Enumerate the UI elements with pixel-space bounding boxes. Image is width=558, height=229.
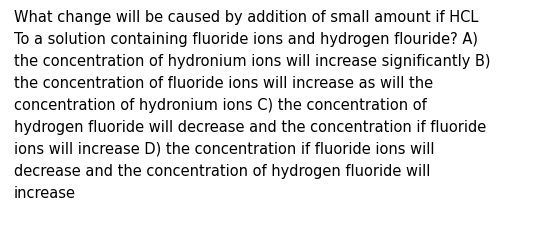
Text: What change will be caused by addition of small amount if HCL: What change will be caused by addition o… (14, 10, 478, 25)
Text: decrease and the concentration of hydrogen fluoride will: decrease and the concentration of hydrog… (14, 163, 430, 178)
Text: the concentration of hydronium ions will increase significantly B): the concentration of hydronium ions will… (14, 54, 490, 69)
Text: To a solution containing fluoride ions and hydrogen flouride? A): To a solution containing fluoride ions a… (14, 32, 478, 47)
Text: hydrogen fluoride will decrease and the concentration if fluoride: hydrogen fluoride will decrease and the … (14, 120, 486, 134)
Text: the concentration of fluoride ions will increase as will the: the concentration of fluoride ions will … (14, 76, 433, 91)
Text: increase: increase (14, 185, 76, 200)
Text: concentration of hydronium ions C) the concentration of: concentration of hydronium ions C) the c… (14, 98, 427, 112)
Text: ions will increase D) the concentration if fluoride ions will: ions will increase D) the concentration … (14, 141, 435, 156)
